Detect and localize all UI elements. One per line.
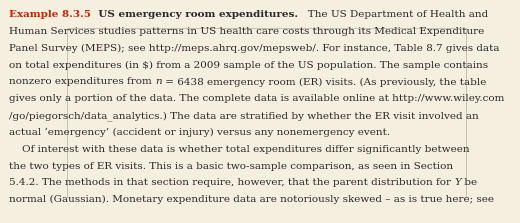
Text: actual ‘emergency’ (accident or injury) versus any nonemergency event.: actual ‘emergency’ (accident or injury) … <box>9 128 391 137</box>
Text: Example 8.3.5: Example 8.3.5 <box>9 10 91 19</box>
Text: 5.4.2. The methods in that section require, however, that the parent distributio: 5.4.2. The methods in that section requi… <box>9 178 454 187</box>
Text: /go/piegorsch/data_analytics.) The data are stratified by whether the ER visit i: /go/piegorsch/data_analytics.) The data … <box>9 111 479 121</box>
Text: be: be <box>461 178 477 187</box>
Text: nonzero expenditures from: nonzero expenditures from <box>9 77 155 86</box>
Text: = 6438 emergency room (ER) visits. (As previously, the table: = 6438 emergency room (ER) visits. (As p… <box>162 77 486 87</box>
Text: on total expenditures (in $) from a 2009 sample of the US population. The sample: on total expenditures (in $) from a 2009… <box>9 61 488 70</box>
Text: Panel Survey (MEPS); see http://meps.ahrq.gov/mepsweb/. For instance, Table 8.7 : Panel Survey (MEPS); see http://meps.ahr… <box>9 44 500 53</box>
Text: Human Services studies patterns in US health care costs through its Medical Expe: Human Services studies patterns in US he… <box>9 27 485 36</box>
FancyBboxPatch shape <box>67 28 466 198</box>
Text: gives only a portion of the data. The complete data is available online at http:: gives only a portion of the data. The co… <box>9 94 505 103</box>
Text: normal (Gaussian). Monetary expenditure data are notoriously skewed – as is true: normal (Gaussian). Monetary expenditure … <box>9 195 495 204</box>
Text: US emergency room expenditures.: US emergency room expenditures. <box>91 10 298 19</box>
Text: Of interest with these data is whether total expenditures differ significantly b: Of interest with these data is whether t… <box>9 145 470 154</box>
Text: n: n <box>155 77 162 86</box>
Text: Y: Y <box>454 178 461 187</box>
Text: the two types of ER visits. This is a basic two-sample comparison, as seen in Se: the two types of ER visits. This is a ba… <box>9 162 453 171</box>
Text: The US Department of Health and: The US Department of Health and <box>298 10 489 19</box>
